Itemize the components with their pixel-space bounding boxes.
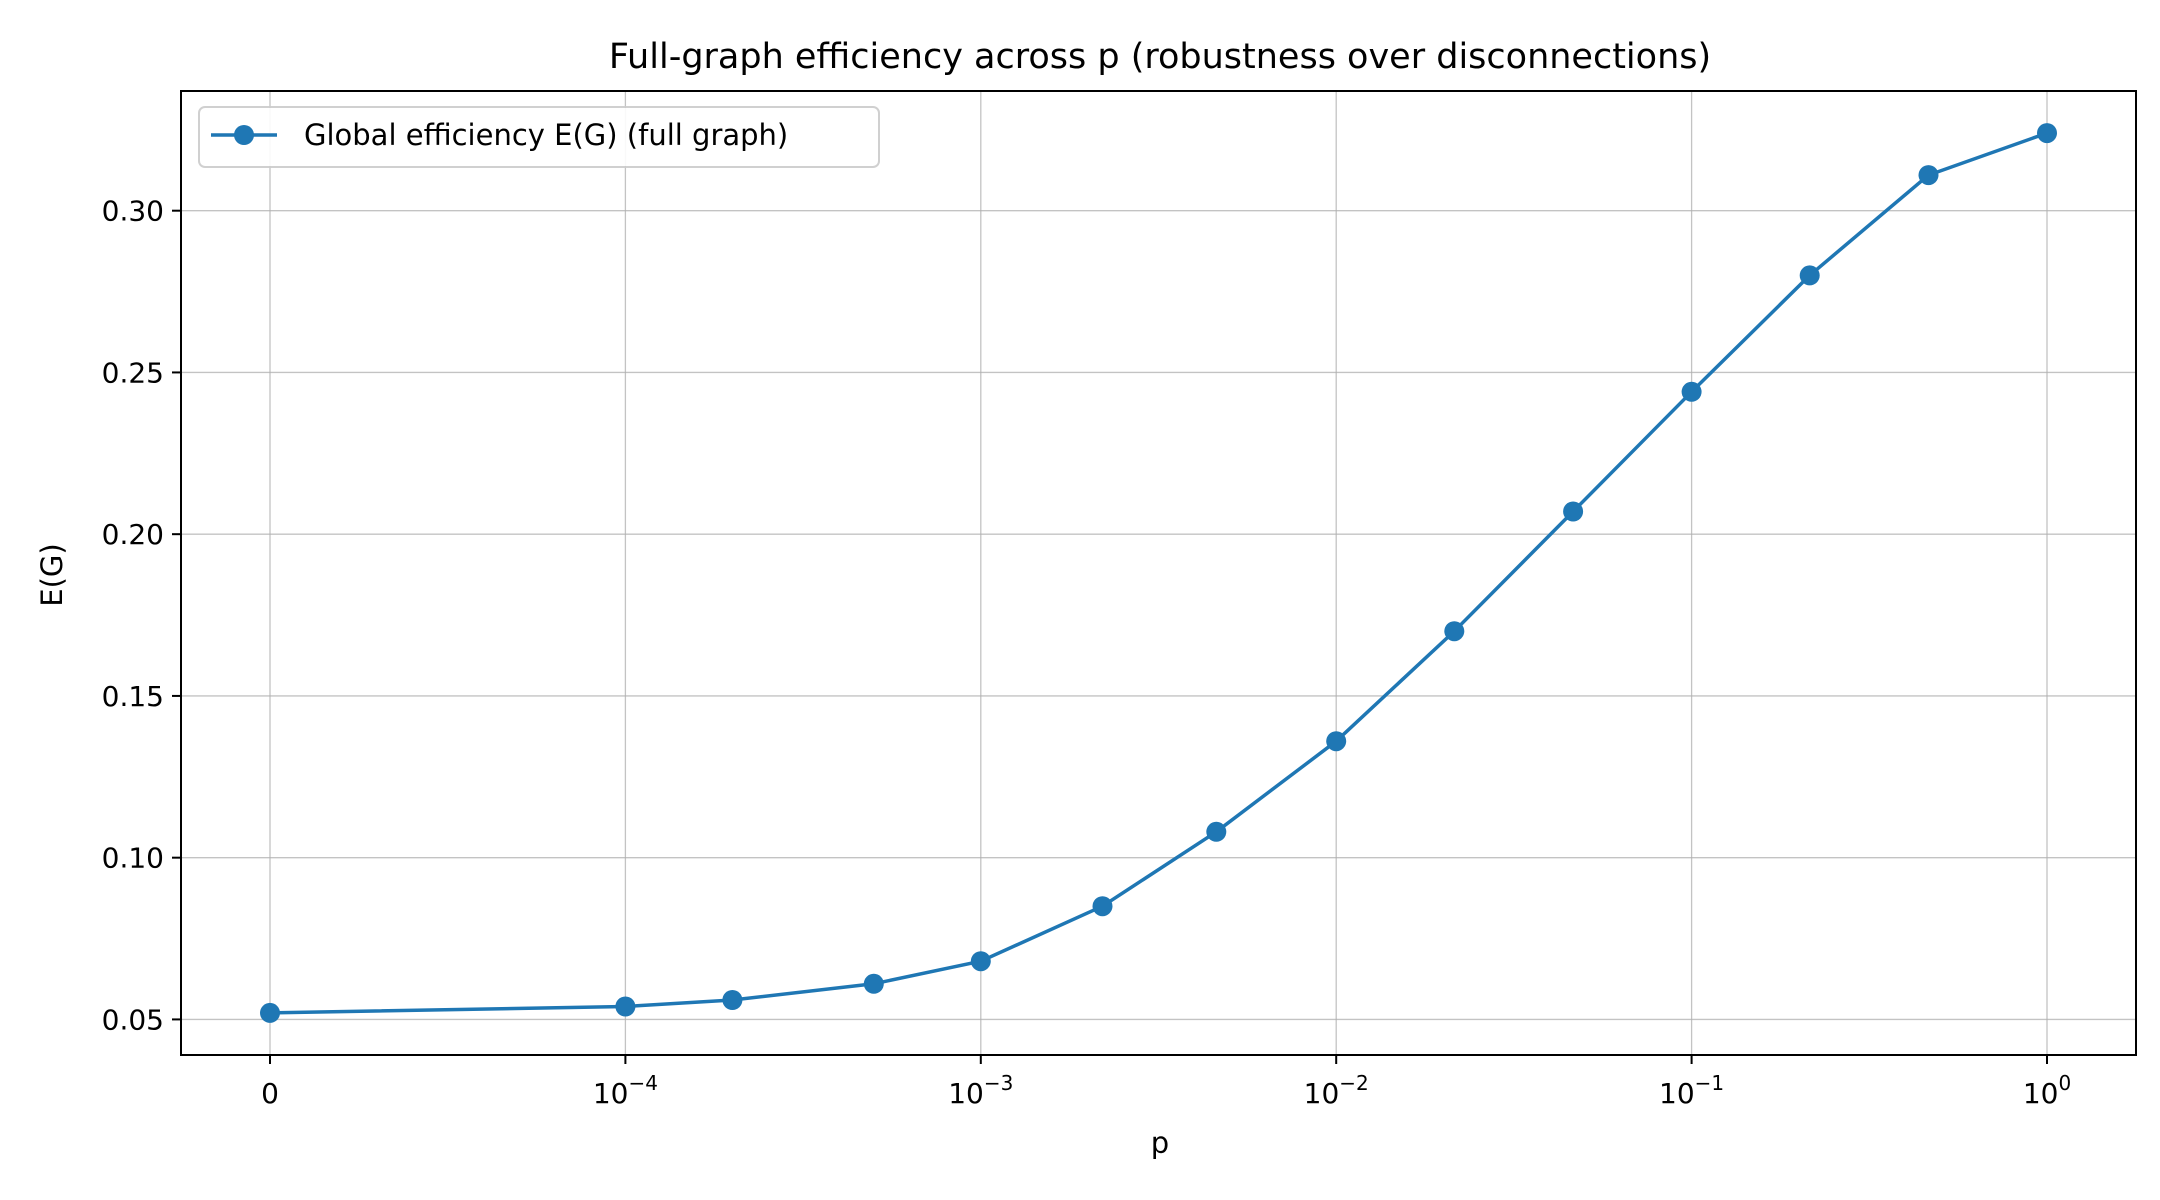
y-tick-label: 0.20 <box>102 518 164 551</box>
data-point <box>863 973 884 994</box>
data-point <box>1092 896 1113 917</box>
y-tick-label: 0.15 <box>102 680 164 713</box>
x-tick-label: 10−4 <box>593 1071 658 1110</box>
data-point <box>2037 123 2057 144</box>
data-point <box>1206 821 1227 842</box>
data-point <box>1444 621 1465 642</box>
legend-box <box>198 106 880 168</box>
grid-layer <box>181 91 2136 1055</box>
data-point <box>970 951 991 972</box>
x-tick-label: 10−2 <box>1304 1071 1369 1110</box>
x-tick-label: 100 <box>2023 1071 2071 1110</box>
x-axis-label: p <box>1151 1126 1169 1160</box>
y-tick-label: 0.30 <box>102 195 164 228</box>
x-tick-label: 10−3 <box>948 1071 1013 1110</box>
data-point <box>1326 731 1347 752</box>
x-tick-label: 10−1 <box>1659 1071 1724 1110</box>
legend-marker-swatch <box>234 125 254 145</box>
chart-title: Full-graph efficiency across p (robustne… <box>609 37 1711 77</box>
y-tick-label: 0.25 <box>102 356 164 389</box>
plot-frame <box>180 90 2137 1056</box>
x-tick-label: 0 <box>261 1077 279 1110</box>
legend: Global efficiency E(G) (full graph) <box>198 106 880 168</box>
series-line <box>269 131 2048 1015</box>
data-point <box>1681 381 1702 402</box>
data-point <box>1563 501 1584 522</box>
legend-label: Global efficiency E(G) (full graph) <box>304 118 788 152</box>
series-layer <box>260 123 2057 1023</box>
y-tick-label: 0.10 <box>102 842 164 875</box>
data-point <box>1799 265 1820 286</box>
y-tick-label: 0.05 <box>102 1003 164 1036</box>
y-axis-label: E(G) <box>35 543 69 606</box>
y-axis: 0.05 0.10 0.15 0.20 0.25 0.30 <box>102 195 181 1036</box>
data-point <box>1918 165 1939 186</box>
data-point <box>615 996 636 1017</box>
data-point <box>722 990 743 1010</box>
x-axis: 0 10−4 10−3 10−2 10−1 100 <box>261 1055 2071 1110</box>
data-point <box>260 1002 280 1023</box>
